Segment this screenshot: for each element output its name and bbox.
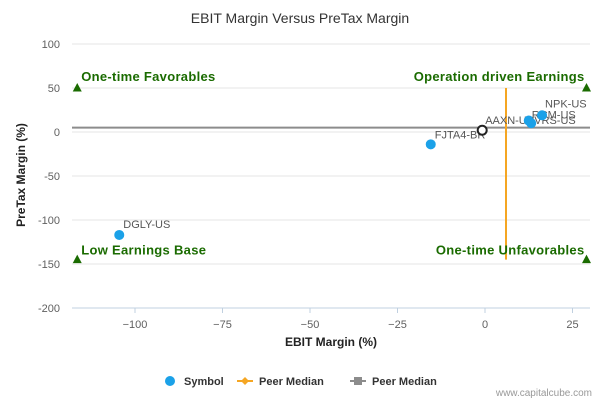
x-axis-title: EBIT Margin (%): [285, 335, 377, 349]
quadrant-label-top-left: One-time Favorables: [81, 69, 215, 84]
quadrant-label-top-right: Operation driven Earnings: [414, 69, 585, 84]
y-axis-ticks: 100 50 0 -50 -100 -150 -200: [38, 39, 60, 315]
quadrant-marker: [582, 254, 591, 264]
x-tick-label: −75: [213, 319, 232, 331]
x-tick-label: −100: [123, 319, 148, 331]
data-point[interactable]: [526, 118, 537, 129]
quadrant-marker: [72, 254, 82, 264]
y-tick-label: 50: [48, 83, 60, 95]
data-point-label: DGLY-US: [123, 219, 170, 231]
data-point[interactable]: [537, 110, 548, 121]
data-point-label: NPK-US: [545, 98, 587, 110]
y-tick-label: 0: [54, 127, 60, 139]
legend-label[interactable]: Peer Median: [372, 376, 437, 388]
y-tick-label: -50: [44, 171, 60, 183]
quadrant-label-bottom-left: Low Earnings Base: [81, 243, 206, 258]
legend-label[interactable]: Symbol: [184, 376, 224, 388]
legend-diamond: [241, 377, 249, 385]
quadrant-marker: [72, 83, 82, 92]
x-tick-label: −50: [301, 319, 320, 331]
legend: Symbol Peer Median Peer Median: [165, 376, 437, 388]
quadrant-label-bottom-right: One-time Unfavorables: [436, 243, 585, 258]
data-point-label: FJTA4-BR: [435, 129, 486, 141]
quadrant-marker: [582, 83, 591, 92]
x-tick-label: 0: [482, 319, 488, 331]
legend-square: [354, 377, 362, 385]
y-axis-title: PreTax Margin (%): [14, 123, 28, 227]
y-tick-label: -150: [38, 259, 60, 271]
y-tick-label: 100: [42, 39, 60, 51]
peer-median-lines: [72, 88, 590, 260]
x-tick-label: 25: [566, 319, 578, 331]
chart-title: EBIT Margin Versus PreTax Margin: [191, 10, 409, 26]
data-point[interactable]: [476, 124, 488, 136]
quadrant-annotations: One-time Favorables Operation driven Earn…: [72, 69, 591, 264]
data-point-label: AAXN-US: [485, 115, 534, 127]
legend-symbol-dot: [165, 376, 175, 386]
y-tick-label: -100: [38, 215, 60, 227]
data-point[interactable]: [114, 229, 125, 240]
data-point[interactable]: [425, 139, 436, 150]
credit-text: www.capitalcube.com: [495, 388, 592, 399]
x-axis-ticks: −100 −75 −50 −25 0 25: [72, 307, 590, 331]
legend-label[interactable]: Peer Median: [259, 376, 324, 388]
x-tick-label: −25: [388, 319, 407, 331]
y-tick-label: -200: [38, 303, 60, 315]
